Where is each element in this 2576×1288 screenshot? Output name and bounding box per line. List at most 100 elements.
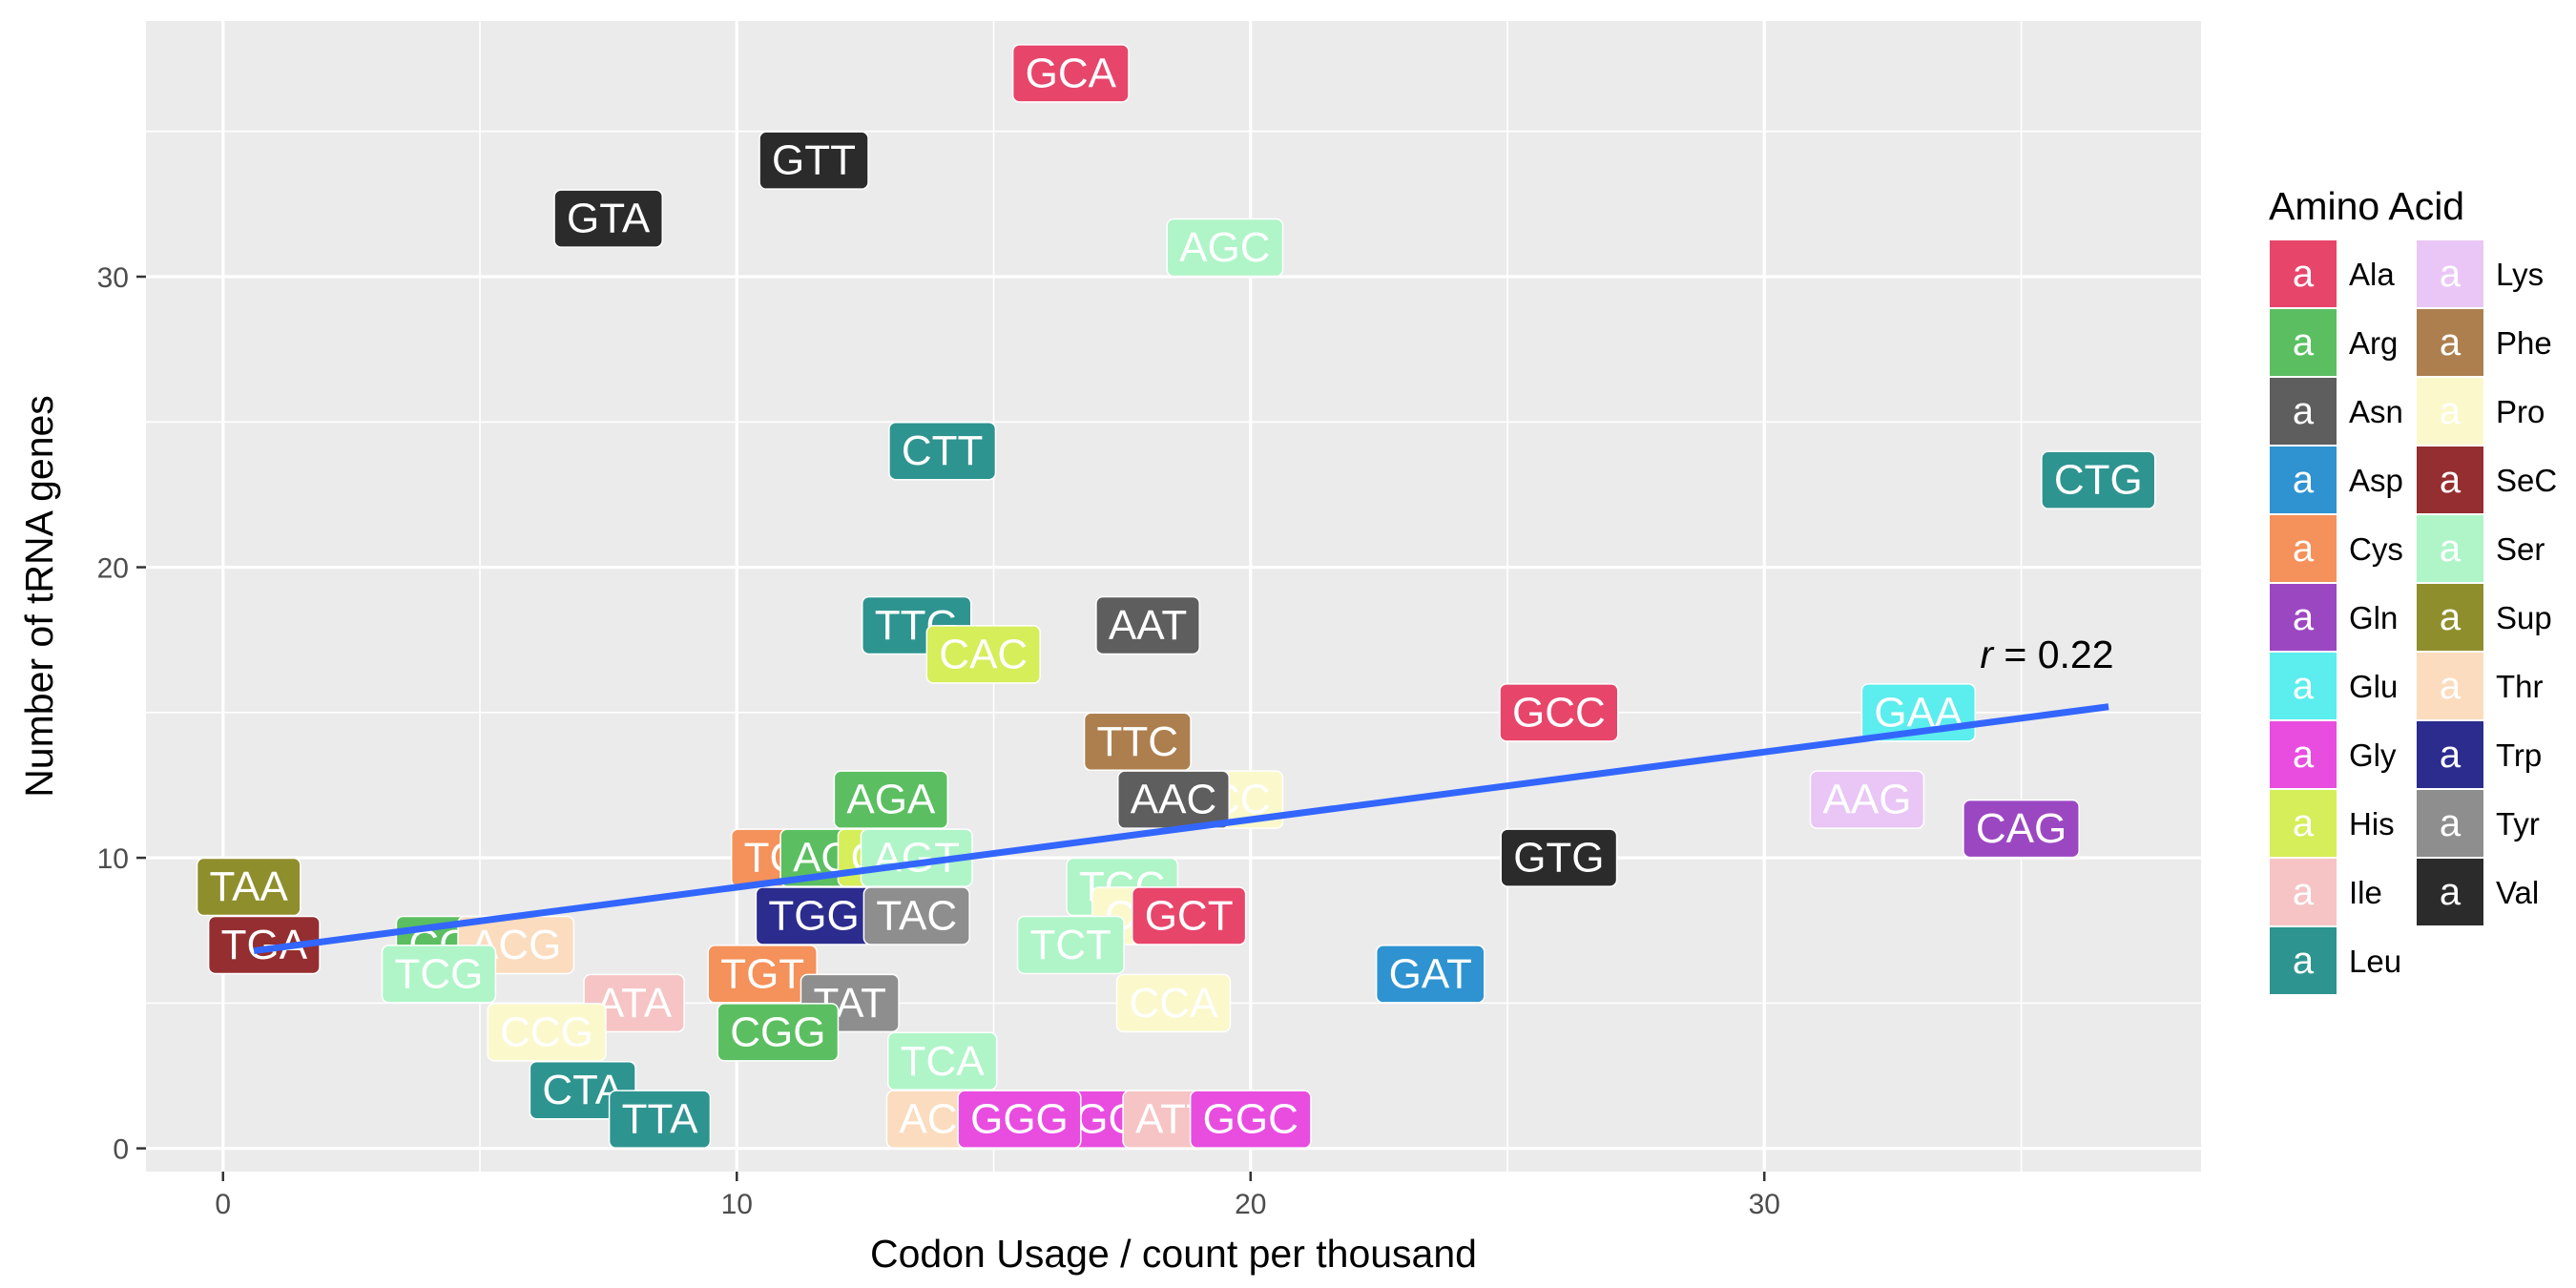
y-axis-title: Number of tRNA genes xyxy=(17,395,61,798)
legend-item-sup: a Sup xyxy=(2415,582,2552,653)
point-label-text: CGG xyxy=(730,1008,825,1055)
legend-label: Cys xyxy=(2349,531,2403,567)
legend-item-trp: a Trp xyxy=(2415,719,2542,790)
point-label-gta: GTA xyxy=(553,189,663,248)
legend-item-glu: a Glu xyxy=(2268,651,2398,721)
legend-key-glyph: a xyxy=(2293,665,2315,707)
legend-key xyxy=(2417,859,2483,925)
legend-item-ala: a Ala xyxy=(2268,239,2395,309)
point-label-box xyxy=(888,421,997,481)
point-label-box xyxy=(2041,450,2156,509)
point-label-text: GAT xyxy=(1389,950,1472,997)
legend-label: Gly xyxy=(2349,737,2397,773)
legend-key xyxy=(2417,378,2483,445)
annotation-value: = 0.22 xyxy=(1993,633,2114,676)
legend-key-glyph: a xyxy=(2440,253,2462,295)
point-label-taa: TAA xyxy=(196,857,301,917)
grid-lines xyxy=(146,21,2201,1172)
legend-title: Amino Acid xyxy=(2269,184,2464,228)
point-label-text: GGG xyxy=(970,1096,1069,1143)
legend-item-arg: a Arg xyxy=(2268,307,2398,378)
y-tick-label: 10 xyxy=(97,843,129,875)
legend-key xyxy=(2417,309,2483,376)
point-label-box xyxy=(1016,915,1125,975)
point-label-box xyxy=(1095,595,1200,655)
point-label-text: CTT xyxy=(902,427,984,474)
legend-key-glyph: a xyxy=(2440,665,2462,707)
point-label-box xyxy=(925,625,1041,684)
y-tick-label: 20 xyxy=(97,553,129,585)
point-label-aac: AAC xyxy=(1117,770,1230,829)
point-label-ctg: CTG xyxy=(2041,450,2156,509)
point-label-tct: TCT xyxy=(1016,915,1125,975)
legend-label: Thr xyxy=(2496,669,2544,704)
point-label-ata: ATA xyxy=(583,973,685,1033)
legend-label: SeC xyxy=(2496,463,2557,498)
legend-key xyxy=(2270,584,2337,651)
legend-key-glyph: a xyxy=(2440,734,2462,776)
y-tick-label: 30 xyxy=(97,262,129,294)
point-label-box xyxy=(1500,828,1618,887)
legend-item-cys: a Cys xyxy=(2268,513,2403,584)
legend-item-val: a Val xyxy=(2415,857,2539,927)
legend-label: Leu xyxy=(2349,944,2401,979)
point-label-box xyxy=(1963,799,2080,859)
point-label-text: TCT xyxy=(1030,922,1112,968)
point-label-ccg: CCG xyxy=(487,1003,607,1062)
legend-key xyxy=(2270,653,2337,719)
point-label-box xyxy=(1166,218,1284,278)
point-label-box xyxy=(1189,1090,1312,1149)
point-label-gct: GCT xyxy=(1131,886,1247,945)
legend-key xyxy=(2270,790,2337,857)
legend-key xyxy=(2270,240,2337,307)
point-label-gtg: GTG xyxy=(1500,828,1618,887)
point-label-text: ATA xyxy=(596,980,673,1027)
point-label-box xyxy=(1131,886,1247,945)
point-label-text: GGC xyxy=(1203,1096,1298,1143)
point-label-box xyxy=(1011,44,1130,103)
point-label-box xyxy=(886,1031,998,1091)
point-label-box xyxy=(717,1003,840,1062)
point-label-gcc: GCC xyxy=(1499,683,1619,742)
legend-label: Phe xyxy=(2496,325,2552,361)
legend-key xyxy=(2270,378,2337,445)
legend-key-glyph: a xyxy=(2293,459,2315,501)
point-label-text: GCT xyxy=(1145,893,1234,940)
annotation-italic: r xyxy=(1980,633,1995,676)
legend-label: Ser xyxy=(2496,531,2545,567)
legend-label: Glu xyxy=(2349,669,2398,704)
legend-key-glyph: a xyxy=(2293,734,2315,776)
point-label-agt: AGT xyxy=(860,828,973,887)
legend-item-his: a His xyxy=(2268,788,2395,859)
legend-key-glyph: a xyxy=(2440,322,2462,364)
legend-key-glyph: a xyxy=(2440,390,2462,432)
point-label-text: GCC xyxy=(1512,689,1606,736)
legend-label: His xyxy=(2349,806,2395,841)
x-tick-label: 10 xyxy=(721,1189,753,1220)
point-label-text: TAA xyxy=(210,863,289,910)
legend-key-glyph: a xyxy=(2293,802,2315,844)
legend-label: Sup xyxy=(2496,600,2552,635)
point-label-text: TAC xyxy=(876,893,957,940)
legend-item-thr: a Thr xyxy=(2415,651,2544,721)
point-label-cca: CCA xyxy=(1115,973,1232,1033)
axes: 0 10 20 30 0 10 20 30 xyxy=(97,262,1780,1220)
point-label-text: TTA xyxy=(622,1096,698,1143)
point-label-tta: TTA xyxy=(608,1090,712,1149)
point-label-box xyxy=(1809,770,1925,829)
legend-label: Asn xyxy=(2349,394,2403,429)
point-label-text: TGG xyxy=(768,893,859,940)
point-label-gat: GAT xyxy=(1375,945,1485,1004)
legend-label: Ile xyxy=(2349,875,2382,910)
legend-label: Arg xyxy=(2349,325,2398,361)
legend-key-glyph: a xyxy=(2293,322,2315,364)
legend-label: Val xyxy=(2496,875,2539,910)
point-label-aag: AAG xyxy=(1809,770,1925,829)
legend-key-glyph: a xyxy=(2440,459,2462,501)
legend-label: Lys xyxy=(2496,257,2544,292)
legend-item-ser: a Ser xyxy=(2415,513,2545,584)
x-tick-label: 30 xyxy=(1749,1189,1780,1220)
point-label-text: CCG xyxy=(500,1008,593,1055)
point-label-box xyxy=(758,131,869,190)
correlation-annotation: r = 0.22 xyxy=(1980,633,2113,676)
